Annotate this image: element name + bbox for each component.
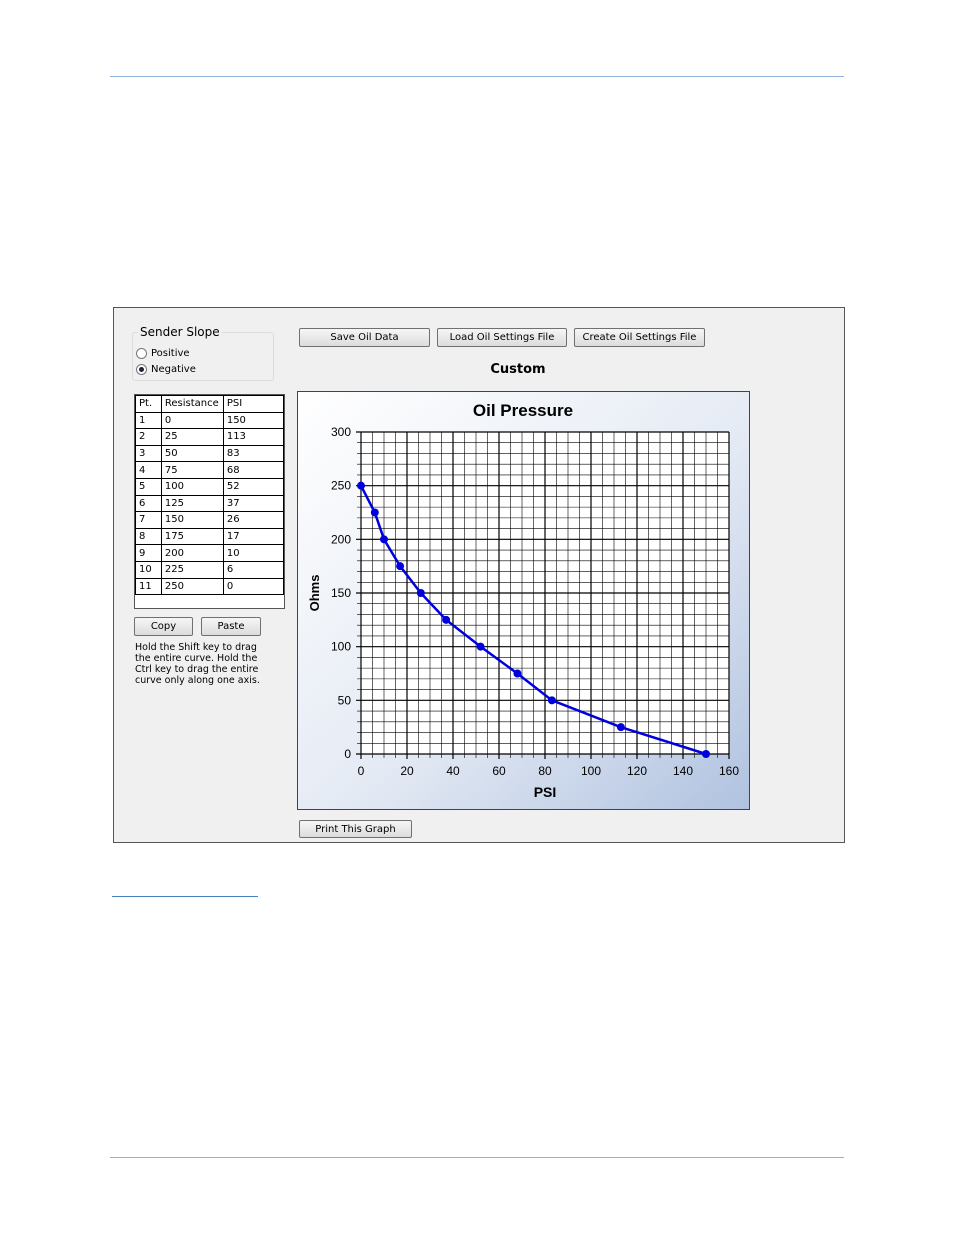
table-row: 3 50 83 xyxy=(135,444,285,463)
save-button[interactable]: Save Oil Data xyxy=(299,328,430,347)
chart-title: Oil Pressure xyxy=(473,401,573,420)
data-point[interactable] xyxy=(380,535,388,544)
x-tick-label: 0 xyxy=(358,764,365,778)
x-tick-label: 80 xyxy=(538,764,552,778)
y-tick-label: 100 xyxy=(331,640,351,654)
data-point[interactable] xyxy=(702,750,710,758)
y-tick-label: 300 xyxy=(331,425,351,439)
header-rule xyxy=(110,76,844,77)
table-row: 2 25 113 xyxy=(135,428,285,446)
radio-label: Negative xyxy=(151,363,196,375)
y-axis-label: Ohms xyxy=(307,575,322,612)
table-cell[interactable]: 250 xyxy=(160,577,224,596)
radio-option[interactable]: Positive xyxy=(136,345,196,361)
radio-circle xyxy=(136,363,147,375)
x-axis-label: PSI xyxy=(534,784,557,800)
x-tick-label: 40 xyxy=(446,764,460,778)
table-row: 8 175 17 xyxy=(135,527,285,546)
print-button[interactable]: Print This Graph xyxy=(299,820,412,838)
copy-button[interactable]: Copy xyxy=(134,617,193,636)
y-tick-label: 200 xyxy=(331,532,351,546)
mode-label: Custom xyxy=(490,362,546,377)
table-row: 11 250 0 xyxy=(135,577,285,596)
load-button[interactable]: Load Oil Settings File xyxy=(437,328,567,347)
create-button[interactable]: Create Oil Settings File xyxy=(574,328,705,347)
data-point[interactable] xyxy=(416,589,425,597)
x-tick-label: 120 xyxy=(627,764,647,778)
table-row: 6 125 37 xyxy=(135,494,285,513)
x-tick-label: 160 xyxy=(719,764,739,778)
data-point[interactable] xyxy=(396,562,405,571)
data-table: Pt. Resistance PSI 1 0 150 2 25 113 3 50 83 4 75 68 5 10… xyxy=(135,395,285,596)
footer-rule xyxy=(110,1157,844,1158)
data-point[interactable] xyxy=(616,723,625,732)
table-cell[interactable]: 0 xyxy=(222,577,285,596)
data-point[interactable] xyxy=(357,481,365,490)
table-frame: Pt. Resistance PSI 1 0 150 2 25 113 3 50 83 4 75 68 5 10… xyxy=(134,394,285,609)
y-tick-label: 250 xyxy=(331,479,351,493)
link-underline xyxy=(112,896,258,897)
x-tick-label: 140 xyxy=(673,764,693,778)
table-row: 5 100 52 xyxy=(135,477,285,496)
radio-group: Positive Negative xyxy=(136,345,196,377)
radio-label: Positive xyxy=(151,347,190,359)
radio-dot xyxy=(139,366,144,372)
group-title: Sender Slope xyxy=(138,325,222,339)
data-point[interactable] xyxy=(547,696,556,705)
y-tick-label: 0 xyxy=(344,747,351,761)
y-tick-label: 50 xyxy=(338,693,352,707)
data-point[interactable] xyxy=(476,642,485,651)
paste-button[interactable]: Paste xyxy=(201,617,261,636)
y-tick-label: 150 xyxy=(331,586,351,600)
data-point[interactable] xyxy=(370,508,379,517)
data-point[interactable] xyxy=(513,669,522,678)
data-point[interactable] xyxy=(442,615,451,624)
x-tick-label: 20 xyxy=(400,764,414,778)
table-row: 1 0 150 xyxy=(135,411,285,430)
table-cell[interactable]: 52 xyxy=(222,477,285,496)
x-tick-label: 100 xyxy=(581,764,601,778)
radio-circle xyxy=(136,347,147,359)
table-cell[interactable]: 26 xyxy=(222,511,285,529)
x-tick-label: 60 xyxy=(492,764,506,778)
table-row: 9 200 10 xyxy=(135,544,285,562)
help-text: Hold the Shift key to drag the entire cu… xyxy=(135,642,260,686)
radio-option[interactable]: Negative xyxy=(136,361,196,377)
table-cell[interactable]: 113 xyxy=(222,428,285,446)
